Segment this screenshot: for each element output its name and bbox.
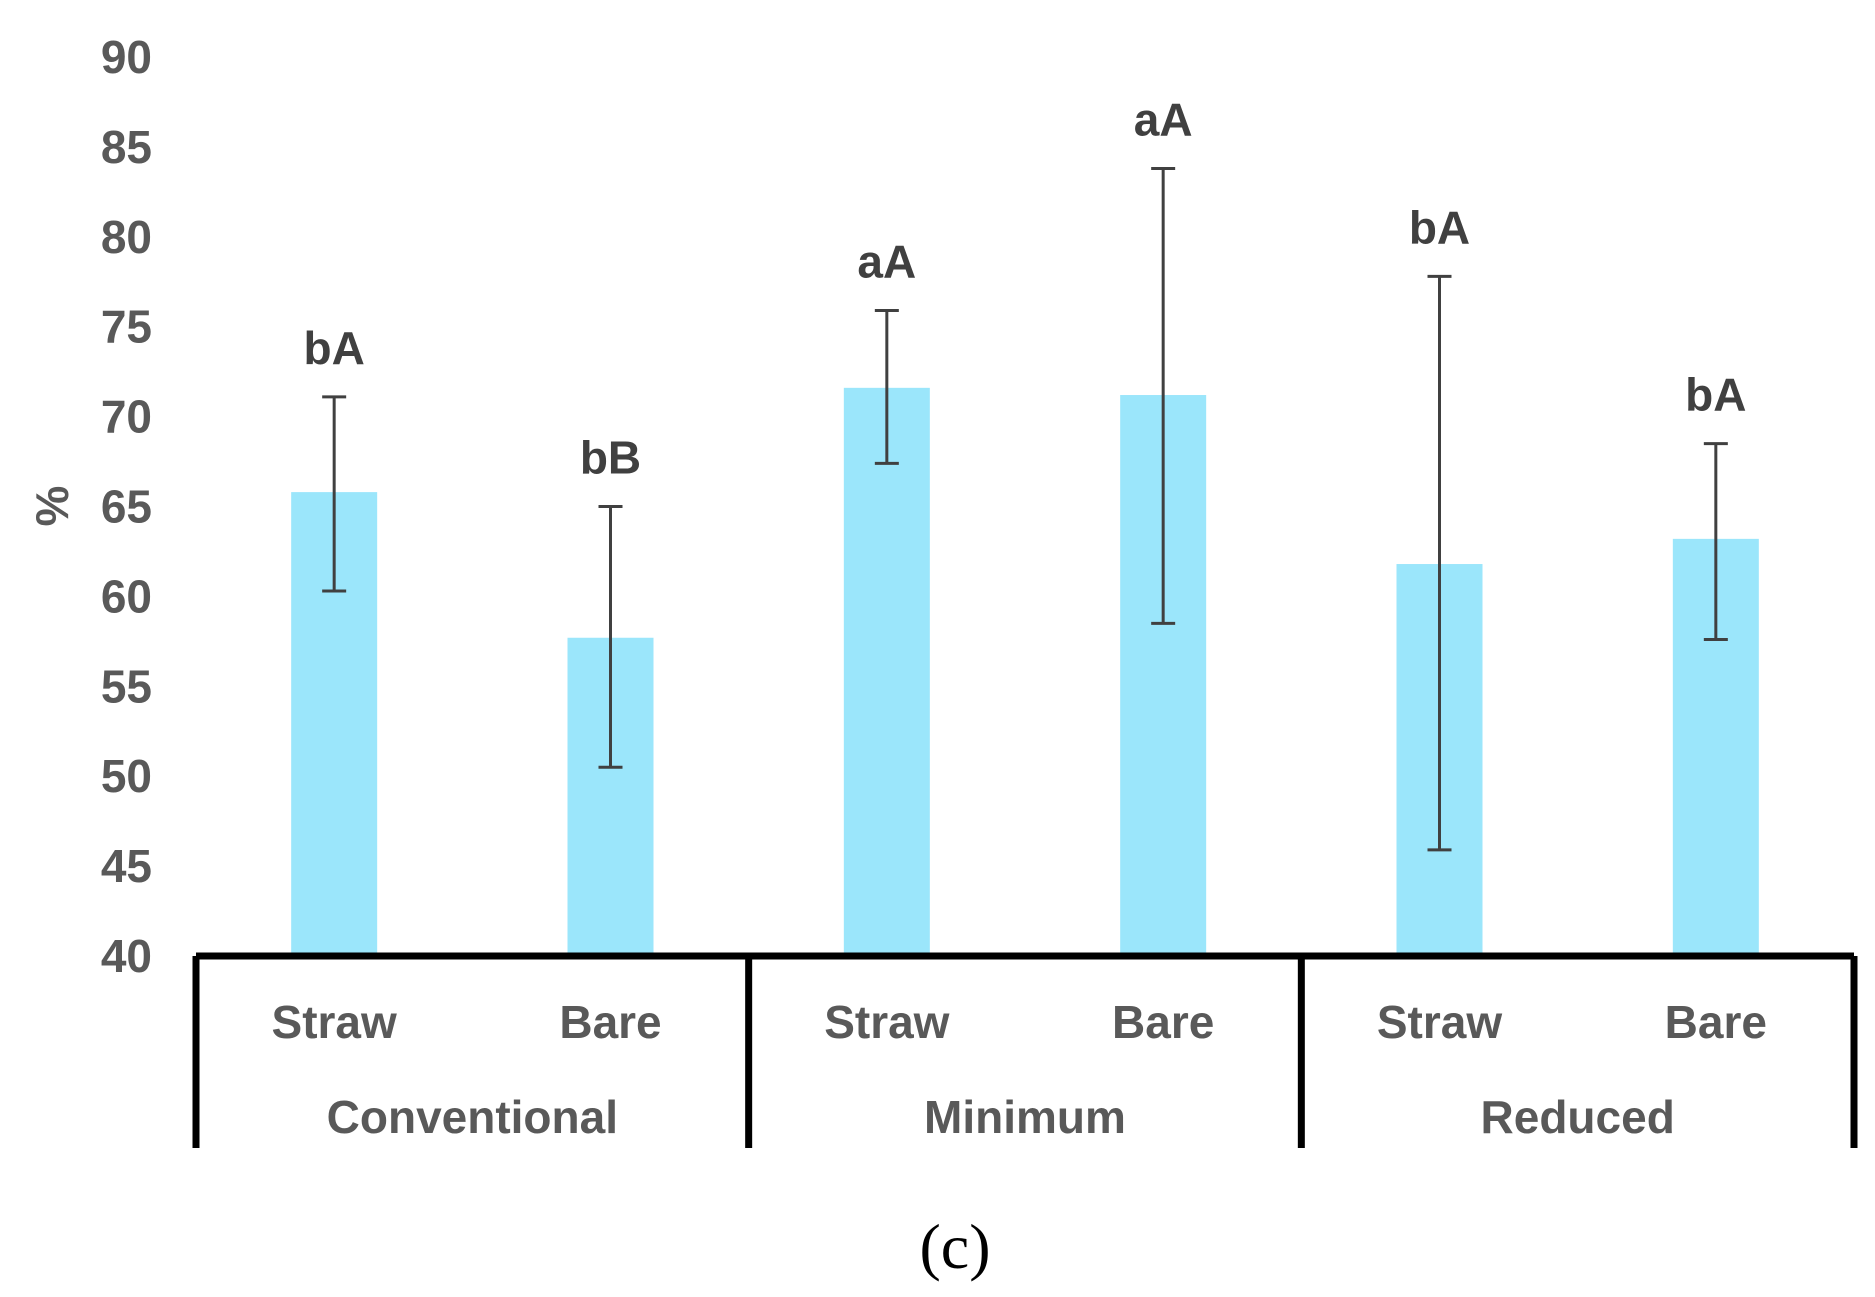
- y-tick-label: 65: [101, 481, 152, 533]
- group-label: Minimum: [924, 1091, 1126, 1143]
- y-tick-label: 60: [101, 570, 152, 622]
- category-label: Straw: [1377, 996, 1502, 1048]
- y-tick-label: 90: [101, 31, 152, 83]
- category-label: Bare: [1665, 996, 1767, 1048]
- y-axis: 40 45 50 55 60 65 70 75 80 85 90: [101, 31, 152, 982]
- y-tick-label: 55: [101, 660, 152, 712]
- category-label: Straw: [272, 996, 397, 1048]
- y-tick-label: 45: [101, 840, 152, 892]
- panel-label: (c): [919, 1211, 990, 1282]
- y-tick-label: 70: [101, 391, 152, 443]
- category-label: Bare: [1112, 996, 1214, 1048]
- bars: bA bB aA aA bA bA: [291, 93, 1759, 956]
- y-tick-label: 85: [101, 121, 152, 173]
- y-tick-label: 50: [101, 750, 152, 802]
- significance-label: bA: [304, 322, 365, 374]
- significance-label: aA: [857, 236, 916, 288]
- bar: [843, 387, 930, 956]
- category-label: Bare: [559, 996, 661, 1048]
- group-label: Conventional: [327, 1091, 618, 1143]
- group-label: Reduced: [1481, 1091, 1675, 1143]
- significance-label: bB: [580, 432, 641, 484]
- significance-label: bA: [1409, 201, 1470, 253]
- y-tick-label: 40: [101, 930, 152, 982]
- y-axis-title: %: [26, 486, 78, 527]
- significance-label: aA: [1134, 93, 1193, 145]
- category-labels: Straw Bare Straw Bare Straw Bare Conventional M…: [272, 996, 1767, 1143]
- y-tick-label: 80: [101, 211, 152, 263]
- category-axis-frame: [192, 952, 1858, 1148]
- category-label: Straw: [824, 996, 949, 1048]
- y-tick-label: 75: [101, 301, 152, 353]
- significance-label: bA: [1685, 369, 1746, 421]
